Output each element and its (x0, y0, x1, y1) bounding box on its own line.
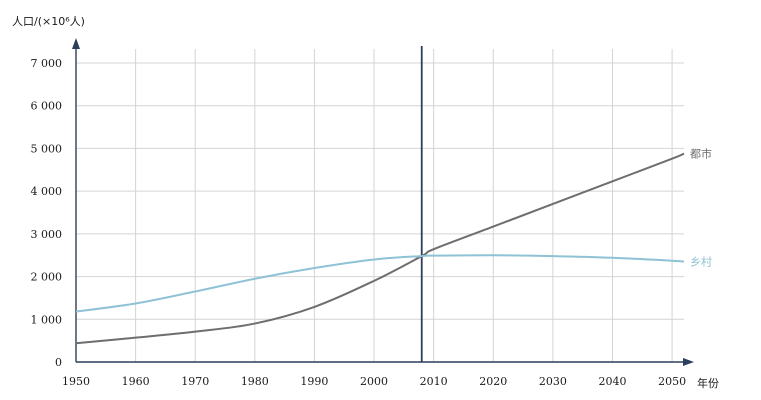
series-group (75, 152, 685, 345)
y-axis-title: 人口/(×10⁶人) (12, 15, 85, 28)
y-tick-label: 5 000 (31, 142, 63, 155)
x-tick-label: 1970 (181, 375, 209, 388)
series-line-urban (75, 152, 685, 345)
y-tick-label: 6 000 (31, 100, 63, 113)
x-axis-title: 年份 (697, 376, 719, 390)
y-tick-label: 0 (55, 356, 62, 369)
series-line-rural (75, 254, 685, 313)
x-tick-label: 2020 (479, 375, 507, 388)
x-tick-label: 1990 (300, 375, 328, 388)
x-tick-label: 2040 (598, 375, 626, 388)
x-axis-arrow (683, 358, 694, 366)
x-tick-label: 1980 (241, 375, 269, 388)
series-label: 都市 (690, 147, 712, 161)
series-label: 乡村 (690, 255, 712, 269)
x-tick-label: 2050 (658, 375, 686, 388)
x-tick-label: 1950 (62, 375, 90, 388)
y-tick-label: 7 000 (31, 57, 63, 70)
y-tick-label: 1 000 (31, 313, 63, 326)
y-tick-label: 2 000 (31, 271, 63, 284)
x-tick-label: 2010 (420, 375, 448, 388)
x-tick-label: 2030 (539, 375, 567, 388)
x-tick-label: 1960 (122, 375, 150, 388)
y-tick-label: 4 000 (31, 185, 63, 198)
axes (72, 38, 694, 366)
tick-labels: 0 1 000 2 000 3 000 4 000 5 000 6 000 7 000 1950… (31, 57, 713, 388)
grid (75, 49, 684, 362)
y-axis-arrow (72, 38, 80, 49)
y-tick-label: 3 000 (31, 228, 63, 241)
x-tick-label: 2000 (360, 375, 388, 388)
